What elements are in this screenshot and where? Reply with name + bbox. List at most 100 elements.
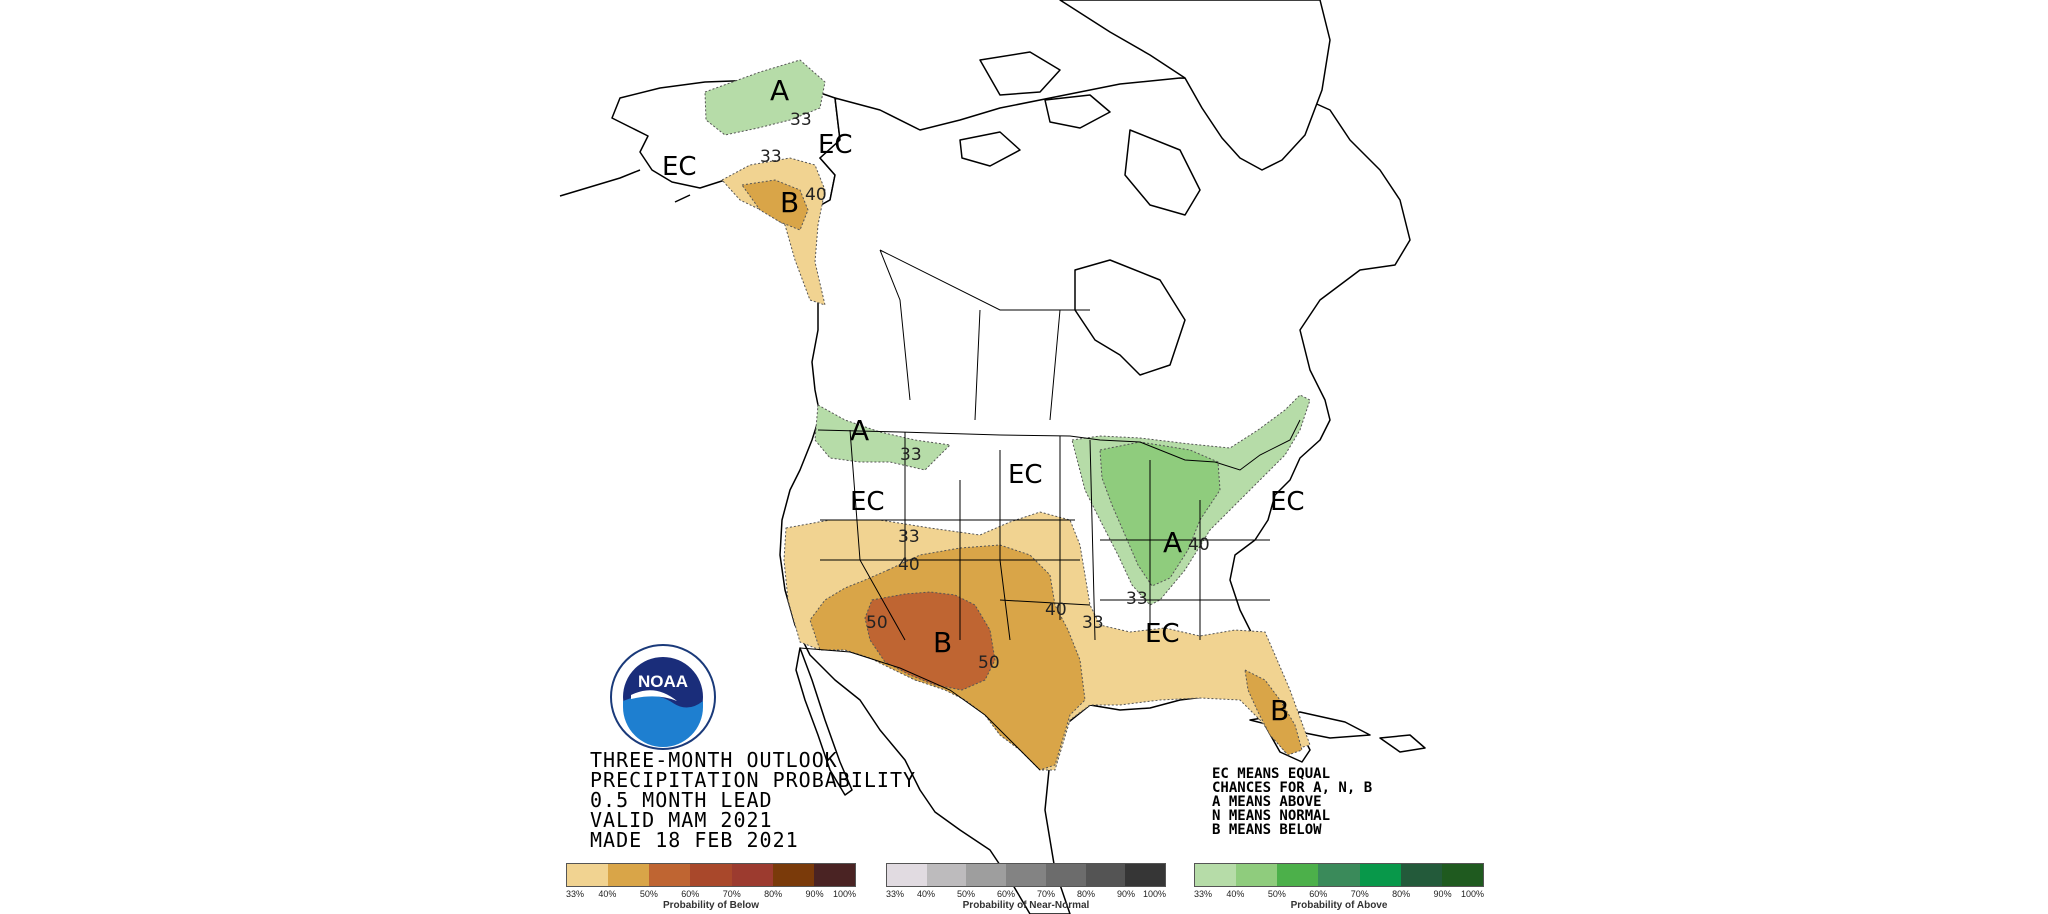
key-line-4: N MEANS NORMAL — [1212, 808, 1331, 824]
scale-above-swatch-6 — [1400, 864, 1442, 886]
contour-33-alaska-north: 33 — [790, 110, 812, 130]
label-b-florida: B — [1270, 694, 1289, 727]
title-line-3: 0.5 MONTH LEAD — [590, 788, 773, 812]
label-ec-northeast: EC — [1270, 487, 1305, 517]
title-line-2: PRECIPITATION PROBABILITY — [590, 768, 917, 792]
scale-below-tick-4: 60% — [681, 889, 700, 899]
scale-below-swatch-1 — [567, 864, 609, 886]
scale-below-tick-3: 50% — [639, 889, 658, 899]
scale-near-normal-tick-3: 50% — [956, 889, 976, 899]
scale-below-caption: Probability of Below — [662, 900, 760, 911]
outlook-title-block: THREE-MONTH OUTLOOK PRECIPITATION PROBAB… — [590, 750, 916, 850]
scale-near-normal-tick-2: 40% — [916, 889, 936, 899]
scale-below-swatch-4 — [690, 864, 732, 886]
scale-below-swatch-6 — [772, 864, 814, 886]
label-a-pacific-nw: A — [850, 414, 869, 447]
scale-below-swatch-7 — [813, 864, 855, 886]
contour-50-west: 50 — [866, 613, 888, 633]
scale-near-normal-swatch-1 — [887, 864, 927, 886]
political-boundaries — [799, 97, 1301, 771]
scale-above-tick-2: 40% — [1226, 889, 1245, 899]
scale-near-normal-swatch-6 — [1085, 864, 1126, 886]
map-annotations: A 33 EC EC 33 B 40 A 33 EC EC 33 40 50 B… — [662, 74, 1305, 727]
scale-above-tick-3: 50% — [1267, 889, 1286, 899]
scale-below-swatches — [566, 863, 856, 887]
scale-above-tick-7: 90% — [1433, 889, 1452, 899]
key-line-5: B MEANS BELOW — [1212, 822, 1322, 838]
contour-33-midwest: 33 — [1126, 589, 1148, 609]
scale-near-normal-tick-1: 33% — [886, 889, 905, 899]
scale-below-tick-8: 100% — [832, 889, 856, 899]
scale-below-tick-7: 90% — [805, 889, 824, 899]
hispaniola-outline — [1379, 734, 1426, 753]
scale-near-normal-tick-8: 100% — [1142, 889, 1166, 899]
aleutian-islands — [559, 169, 691, 203]
scale-near-normal-tick-7: 90% — [1116, 889, 1136, 899]
baffin-island — [1124, 129, 1201, 216]
scale-below-ticks: 33% 40% 50% 60% 70% 80% 90% 100% — [566, 887, 856, 899]
contour-40-great-lakes: 40 — [1188, 535, 1210, 555]
scale-near-normal-swatches — [886, 863, 1166, 887]
scale-below-tick-1: 33% — [566, 889, 585, 899]
contour-50-south: 50 — [978, 653, 1000, 673]
scale-near-normal-swatch-4 — [1006, 864, 1046, 886]
contour-33-plains: 33 — [1082, 613, 1104, 633]
pacific-nw-above-33 — [814, 404, 952, 471]
scale-near-normal-swatch-3 — [966, 864, 1007, 886]
florida-below-40 — [1244, 669, 1303, 756]
scale-near-normal: 33% 40% 50% 60% 70% 80% 90% 100% Probability of… — [886, 863, 1166, 911]
scale-above-swatch-5 — [1359, 864, 1401, 886]
scale-near-normal-tick-6: 80% — [1076, 889, 1096, 899]
contour-40-plains: 40 — [1045, 600, 1067, 620]
alaska-above-33 — [704, 59, 826, 136]
arctic-island-2 — [1044, 94, 1111, 129]
noaa-logo-text: NOAA — [638, 672, 688, 691]
scale-near-normal-tick-5: 70% — [1036, 889, 1056, 899]
label-ec-north-plains: EC — [1008, 460, 1043, 490]
alaska-canada-border — [819, 97, 841, 201]
label-a-alaska: A — [770, 74, 789, 107]
scale-below-swatch-5 — [731, 864, 773, 886]
contour-33-alaska-south: 33 — [760, 147, 782, 167]
scale-above-ticks: 33% 40% 50% 60% 70% 80% 90% 100% — [1194, 887, 1484, 899]
scale-below-swatch-3 — [649, 864, 691, 886]
scale-near-normal-swatch-5 — [1045, 864, 1086, 886]
scale-below-tick-5: 70% — [722, 889, 741, 899]
title-line-4: VALID MAM 2021 — [590, 808, 773, 832]
scale-near-normal-tick-4: 60% — [996, 889, 1016, 899]
label-b-alaska: B — [780, 186, 799, 219]
scale-above-tick-4: 60% — [1309, 889, 1328, 899]
scale-above-swatches — [1194, 863, 1484, 887]
great-lakes-above-40 — [1099, 441, 1221, 587]
scale-near-normal-ticks: 33% 40% 50% 60% 70% 80% 90% 100% — [886, 887, 1166, 899]
canadian-provinces — [879, 249, 1090, 421]
contour-33-west: 33 — [898, 527, 920, 547]
greenland-outline — [1059, 0, 1331, 171]
scale-below-tick-2: 40% — [598, 889, 617, 899]
scale-above-tick-1: 33% — [1194, 889, 1213, 899]
state-lines — [820, 429, 1270, 641]
scale-below-tick-6: 80% — [764, 889, 783, 899]
scale-above-tick-5: 70% — [1350, 889, 1369, 899]
hudson-bay — [1074, 259, 1186, 376]
scale-above-tick-6: 80% — [1392, 889, 1411, 899]
baja-outline — [795, 647, 853, 796]
canada-us-border — [817, 419, 1301, 471]
label-a-great-lakes: A — [1163, 526, 1182, 559]
scale-above-swatch-2 — [1236, 864, 1278, 886]
key-line-2: CHANCES FOR A, N, B — [1212, 780, 1373, 796]
contour-40-southwest: 40 — [898, 555, 920, 575]
title-line-1: THREE-MONTH OUTLOOK — [590, 748, 838, 772]
alaska-below-40 — [741, 179, 809, 231]
label-ec-alaska: EC — [818, 130, 853, 160]
label-ec-west: EC — [850, 487, 885, 517]
label-b-southwest: B — [933, 626, 952, 659]
south-below-50 — [864, 591, 996, 691]
title-line-5: MADE 18 FEB 2021 — [590, 828, 799, 852]
scale-near-normal-swatch-2 — [926, 864, 967, 886]
arctic-island-1 — [979, 51, 1061, 96]
scale-above-caption: Probability of Above — [1290, 900, 1388, 911]
scale-near-normal-caption: Probability of Near-Normal — [962, 900, 1090, 911]
alaska-below-33 — [721, 157, 826, 306]
